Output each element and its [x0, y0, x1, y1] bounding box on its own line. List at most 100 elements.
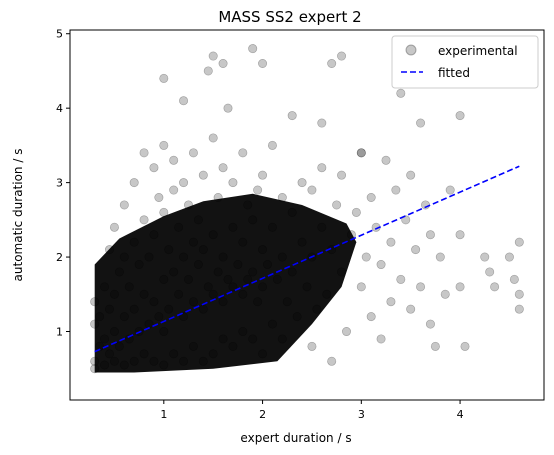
scatter-point: [509, 274, 519, 284]
scatter-point: [356, 282, 366, 292]
scatter-point: [297, 178, 307, 188]
scatter-point: [208, 289, 218, 299]
scatter-point: [258, 245, 268, 255]
scatter-point: [169, 267, 179, 277]
scatter-point: [100, 282, 110, 292]
scatter-point: [95, 341, 105, 351]
scatter-point: [366, 312, 376, 322]
scatter-point: [425, 230, 435, 240]
scatter-point: [317, 118, 327, 128]
scatter-point: [149, 297, 159, 307]
scatter-point: [287, 267, 297, 277]
scatter-point: [341, 327, 351, 337]
scatter-point: [100, 360, 110, 370]
x-axis-label: expert duration / s: [240, 431, 351, 445]
scatter-point: [228, 222, 238, 232]
scatter-point: [307, 185, 317, 195]
scatter-point: [401, 215, 411, 225]
scatter-point: [253, 297, 263, 307]
legend-label-fitted: fitted: [438, 66, 470, 80]
scatter-point: [504, 252, 514, 262]
legend-box: [391, 35, 539, 89]
scatter-point: [179, 252, 189, 262]
scatter-point: [351, 207, 361, 217]
scatter-point: [164, 245, 174, 255]
scatter-point: [208, 230, 218, 240]
scatter-point: [129, 304, 139, 314]
scatter-point: [169, 185, 179, 195]
scatter-point: [129, 178, 139, 188]
scatter-point: [258, 59, 268, 69]
scatter-point: [332, 200, 342, 210]
scatter-point: [179, 96, 189, 106]
scatter-point: [356, 148, 366, 158]
scatter-point: [228, 282, 238, 292]
scatter-point: [193, 215, 203, 225]
scatter-point: [223, 103, 233, 113]
scatter-point: [228, 341, 238, 351]
scatter-point: [149, 230, 159, 240]
scatter-point: [203, 282, 213, 292]
scatter-point: [425, 319, 435, 329]
scatter-point: [228, 178, 238, 188]
axis-ticks: 1 2 3 4 1 2 3 4 5: [56, 28, 464, 421]
scatter-point: [238, 289, 248, 299]
scatter-point: [277, 193, 287, 203]
scatter-point: [238, 327, 248, 337]
scatter-point: [445, 185, 455, 195]
scatter-point: [490, 282, 500, 292]
scatter-point: [406, 304, 416, 314]
scatter-point: [455, 282, 465, 292]
scatter-point: [376, 260, 386, 270]
scatter-point: [179, 356, 189, 366]
scatter-point: [248, 215, 258, 225]
scatter-point: [485, 267, 495, 277]
x-tick-label: 4: [457, 408, 464, 421]
scatter-point: [198, 170, 208, 180]
scatter-point: [159, 207, 169, 217]
scatter-point: [208, 51, 218, 61]
y-tick-label: 1: [56, 326, 63, 339]
scatter-point: [381, 155, 391, 165]
scatter-point: [105, 349, 115, 359]
scatter-point: [95, 312, 105, 322]
scatter-dense-cluster: [94, 193, 357, 373]
scatter-point: [356, 148, 366, 158]
scatter-point: [100, 334, 110, 344]
scatter-point: [396, 88, 406, 98]
scatter-point: [238, 237, 248, 247]
scatter-point: [248, 44, 258, 54]
scatter-point: [440, 289, 450, 299]
scatter-point: [159, 327, 169, 337]
scatter-point: [322, 289, 332, 299]
scatter-point: [174, 289, 184, 299]
scatter-point: [139, 289, 149, 299]
scatter-point: [90, 356, 100, 366]
scatter-point: [139, 148, 149, 158]
legend-marker-experimental: [405, 44, 417, 56]
scatter-point: [514, 304, 524, 314]
scatter-point: [159, 360, 169, 370]
scatter-point: [258, 349, 268, 359]
scatter-point: [109, 327, 119, 337]
scatter-point: [317, 163, 327, 173]
scatter-point: [109, 356, 119, 366]
scatter-point: [119, 252, 129, 262]
scatter-point: [114, 341, 124, 351]
scatter-point: [435, 252, 445, 262]
scatter-point: [416, 282, 426, 292]
scatter-point: [90, 297, 100, 307]
scatter-point: [109, 222, 119, 232]
scatter-point: [297, 237, 307, 247]
scatter-point: [149, 356, 159, 366]
scatter-point: [109, 289, 119, 299]
scatter-point: [282, 297, 292, 307]
scatter-point: [144, 252, 154, 262]
scatter-point: [238, 148, 248, 158]
y-axis-label: automatic duration / s: [11, 149, 25, 282]
x-tick-label: 2: [259, 408, 266, 421]
scatter-point: [218, 59, 228, 69]
scatter-point: [129, 237, 139, 247]
scatter-point: [243, 200, 253, 210]
scatter-point: [430, 341, 440, 351]
